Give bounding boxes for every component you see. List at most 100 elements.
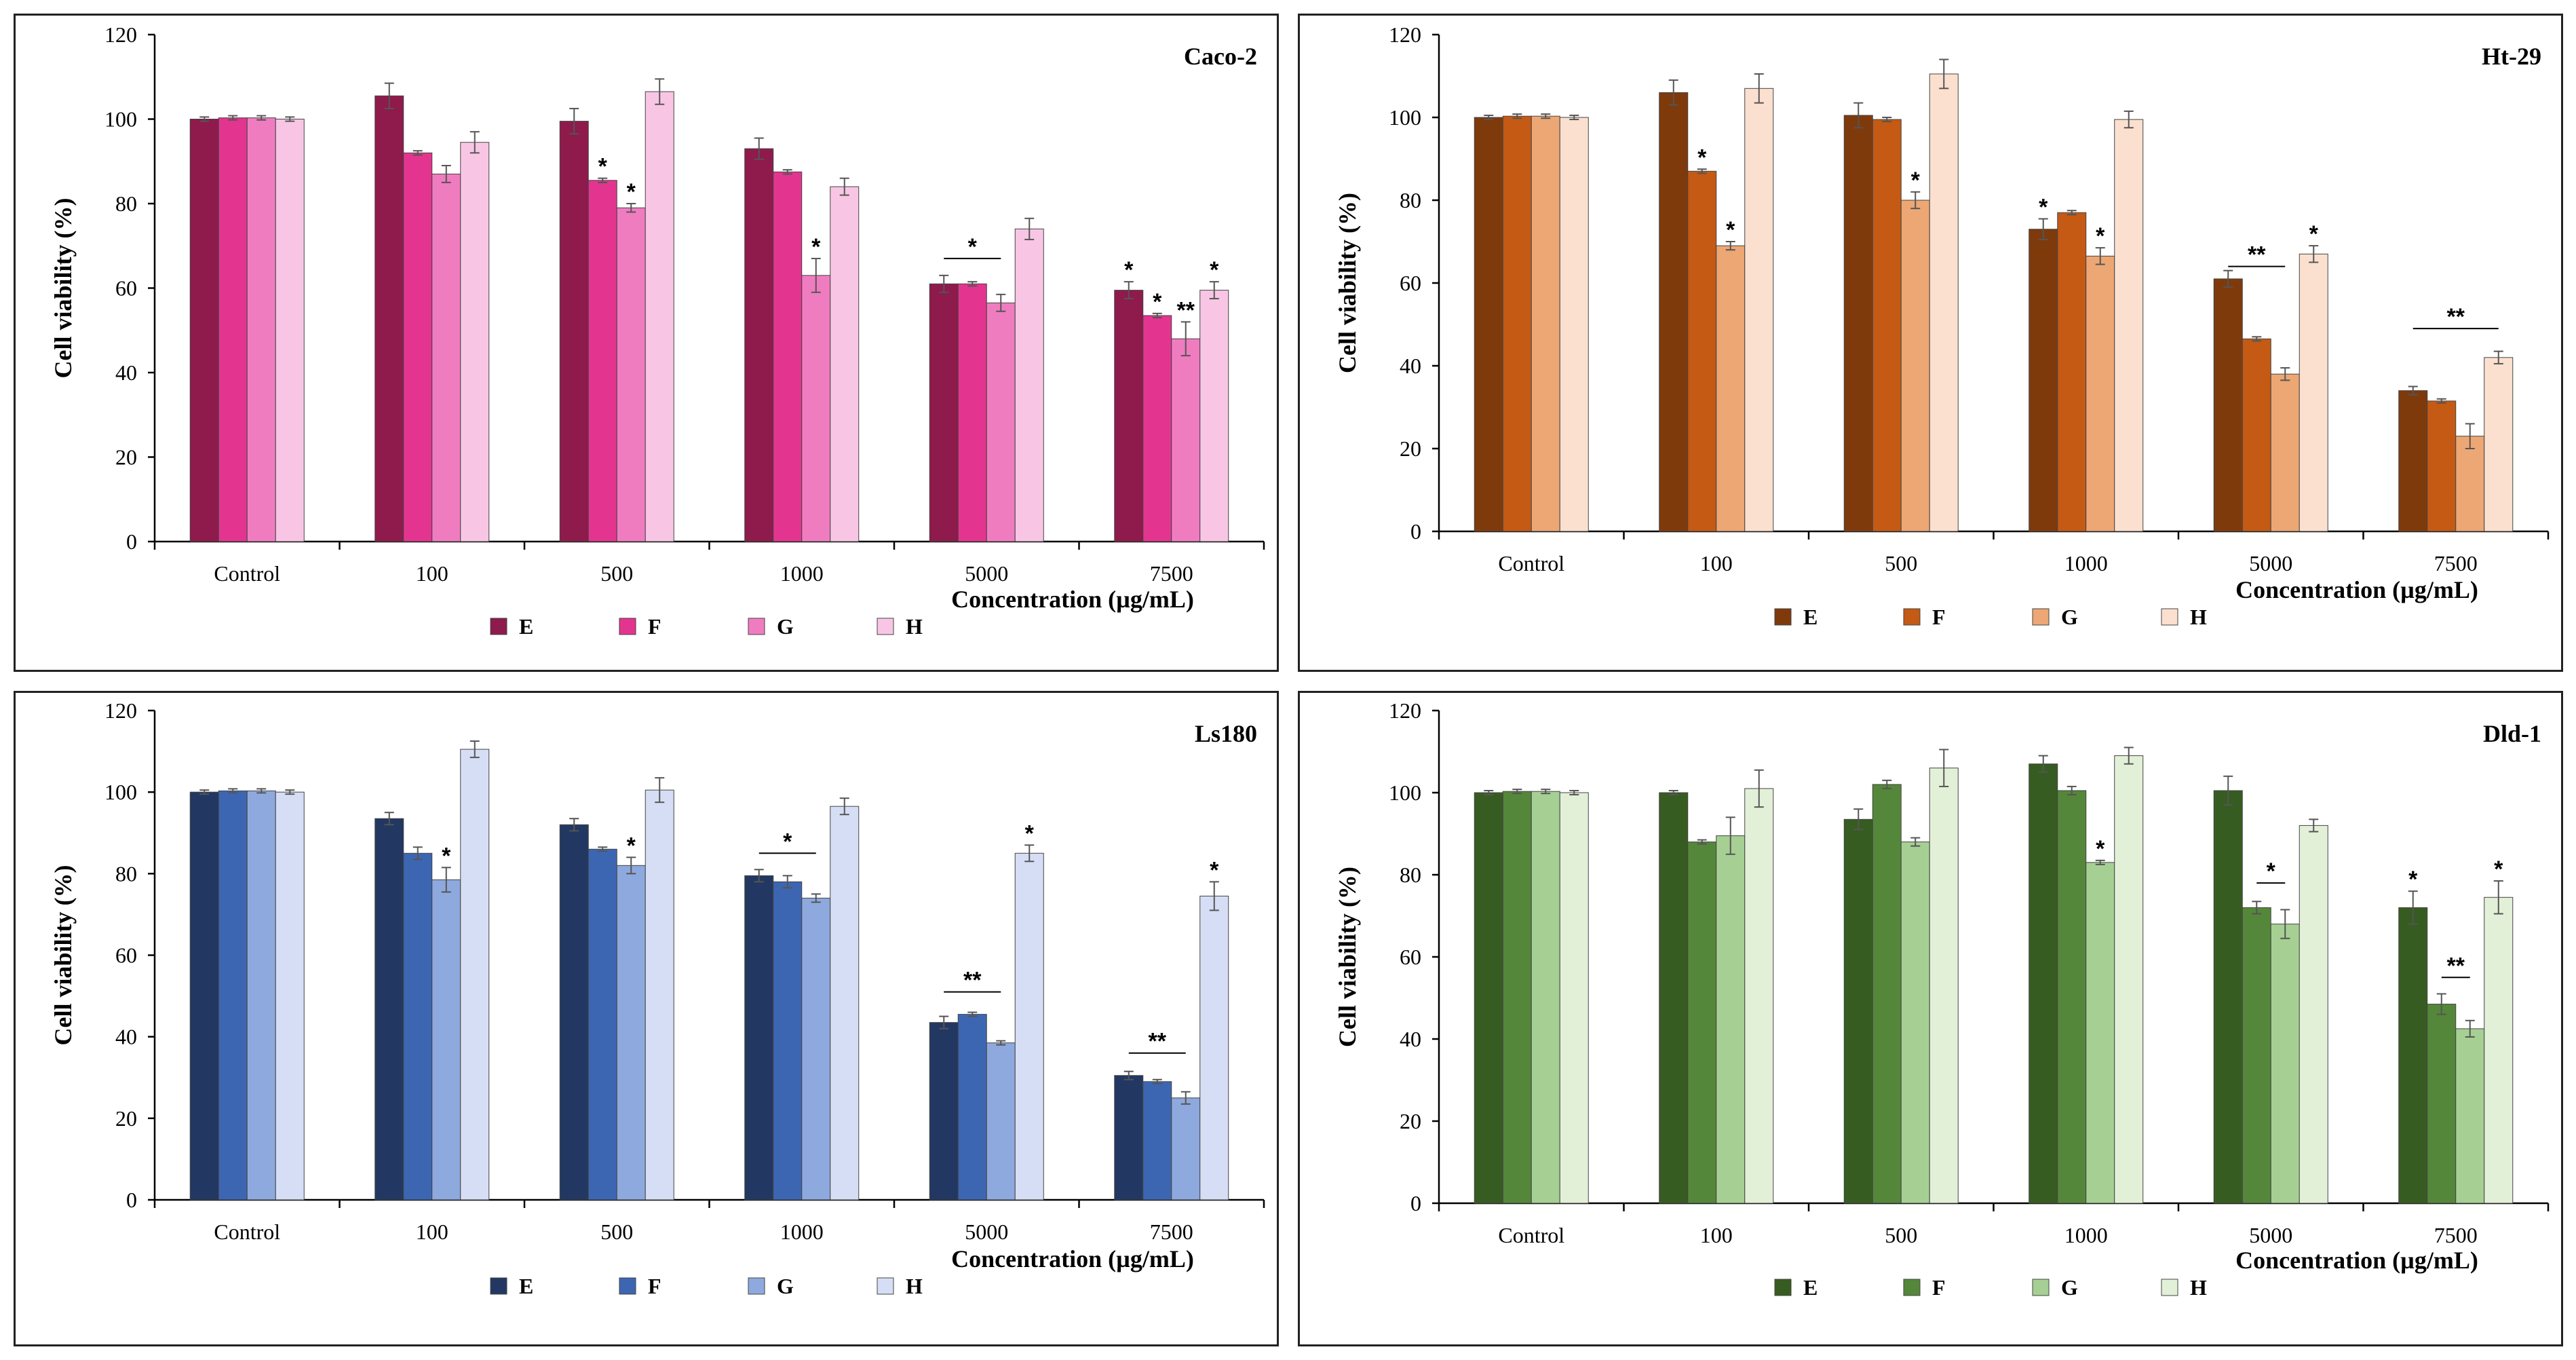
- bar: [1744, 88, 1774, 532]
- x-tick-label: 500: [1885, 551, 1917, 575]
- bar: [1474, 792, 1503, 1204]
- legend-swatch: [1903, 1279, 1921, 1296]
- significance-marker: *: [2309, 221, 2319, 247]
- bar: [2213, 278, 2243, 532]
- bar: [1843, 818, 1873, 1204]
- bar: [1502, 791, 1532, 1204]
- bar: [2427, 400, 2457, 532]
- y-tick-label: 120: [104, 22, 137, 47]
- x-tick-label: 7500: [1150, 561, 1193, 586]
- significance-marker: **: [963, 968, 982, 994]
- x-tick-label: 100: [416, 561, 448, 586]
- bar: [801, 897, 831, 1201]
- legend-label: H: [2190, 605, 2207, 629]
- x-tick-label: 1000: [780, 1220, 824, 1244]
- bar: [1900, 200, 1930, 532]
- bar: [460, 749, 490, 1201]
- x-tick-label: 1000: [2064, 551, 2108, 575]
- significance-marker: *: [1210, 857, 1219, 883]
- bar: [246, 790, 276, 1201]
- y-tick-label: 80: [115, 861, 137, 886]
- significance-marker: *: [1153, 289, 1162, 315]
- bar: [2484, 896, 2514, 1204]
- bar: [403, 852, 433, 1201]
- legend-swatch: [2032, 1279, 2050, 1296]
- significance-marker: *: [2494, 856, 2503, 882]
- bar: [2029, 763, 2058, 1204]
- bar: [1171, 338, 1201, 542]
- y-tick-label: 20: [115, 445, 137, 470]
- significance-marker: *: [783, 829, 792, 854]
- bar: [1199, 290, 1229, 542]
- bar: [1142, 1081, 1172, 1201]
- bar: [2114, 755, 2144, 1204]
- bar: [189, 791, 219, 1201]
- bar: [929, 1022, 959, 1201]
- bar: [1716, 245, 1746, 532]
- bar: [275, 119, 305, 542]
- bar: [929, 283, 959, 542]
- x-tick-label: 5000: [965, 1220, 1008, 1244]
- legend-swatch: [490, 618, 507, 635]
- bar: [773, 881, 803, 1201]
- legend-label: H: [906, 1274, 923, 1298]
- x-tick-label: 7500: [1150, 1220, 1193, 1244]
- chart-panel-ht29: Ht-29 0 20 40 60 80 100 120 Cell viability (%) Co…: [1298, 14, 2563, 672]
- bar: [460, 142, 490, 542]
- bar: [2085, 255, 2115, 532]
- legend-label: E: [519, 1274, 533, 1298]
- bar: [2057, 790, 2087, 1204]
- bar: [2455, 436, 2485, 532]
- bar: [1531, 115, 1560, 532]
- y-axis-title: Cell viability (%): [50, 198, 77, 379]
- legend-swatch: [877, 618, 894, 635]
- x-axis-title: Concentration (µg/mL): [951, 586, 1194, 613]
- bar: [744, 148, 774, 542]
- significance-marker: *: [2039, 194, 2048, 220]
- bar: [218, 117, 248, 542]
- bar: [2057, 212, 2087, 532]
- significance-marker: *: [1911, 168, 1921, 193]
- bar: [1014, 228, 1044, 542]
- x-tick-label: Control: [1498, 551, 1564, 575]
- significance-marker: *: [1124, 257, 1134, 283]
- x-axis-title: Concentration (µg/mL): [2235, 576, 2478, 603]
- legend-label: F: [648, 614, 661, 639]
- bar: [374, 95, 404, 542]
- legend-label: H: [906, 614, 923, 639]
- bar: [403, 152, 433, 542]
- y-tick-label: 0: [1410, 1191, 1421, 1215]
- legend-label: G: [777, 614, 794, 639]
- significance-marker: **: [2447, 953, 2465, 979]
- y-axis-title: Cell viability (%): [50, 865, 77, 1046]
- x-tick-label: 1000: [2064, 1223, 2108, 1247]
- significance-marker: *: [442, 843, 451, 869]
- significance-marker: *: [811, 234, 821, 260]
- significance-marker: **: [1149, 1029, 1167, 1055]
- bar: [986, 1042, 1016, 1201]
- significance-marker: *: [1025, 820, 1035, 846]
- bar: [1502, 115, 1532, 532]
- x-tick-label: 500: [600, 1220, 633, 1244]
- bar: [773, 171, 803, 542]
- bar: [1474, 117, 1503, 532]
- bar: [2299, 253, 2328, 532]
- bar: [218, 790, 248, 1201]
- bar: [1114, 1075, 1144, 1201]
- chart-svg-ls180: Ls180 0 20 40 60 80 100 120 Cell viability (%) Co…: [50, 698, 1265, 1298]
- bar: [189, 119, 219, 542]
- bar: [275, 791, 305, 1201]
- bar: [2427, 1004, 2457, 1204]
- bar: [957, 1014, 987, 1201]
- y-tick-label: 120: [104, 698, 137, 723]
- bar: [431, 173, 461, 542]
- legend-swatch: [2161, 608, 2178, 626]
- bar: [1744, 788, 1774, 1204]
- bar: [1929, 768, 1959, 1204]
- bar: [1687, 842, 1717, 1204]
- y-tick-label: 0: [1410, 519, 1421, 544]
- y-tick-label: 40: [1400, 354, 1421, 378]
- bar: [1559, 792, 1589, 1204]
- bar: [431, 879, 461, 1201]
- chart-title: Caco-2: [1184, 43, 1257, 70]
